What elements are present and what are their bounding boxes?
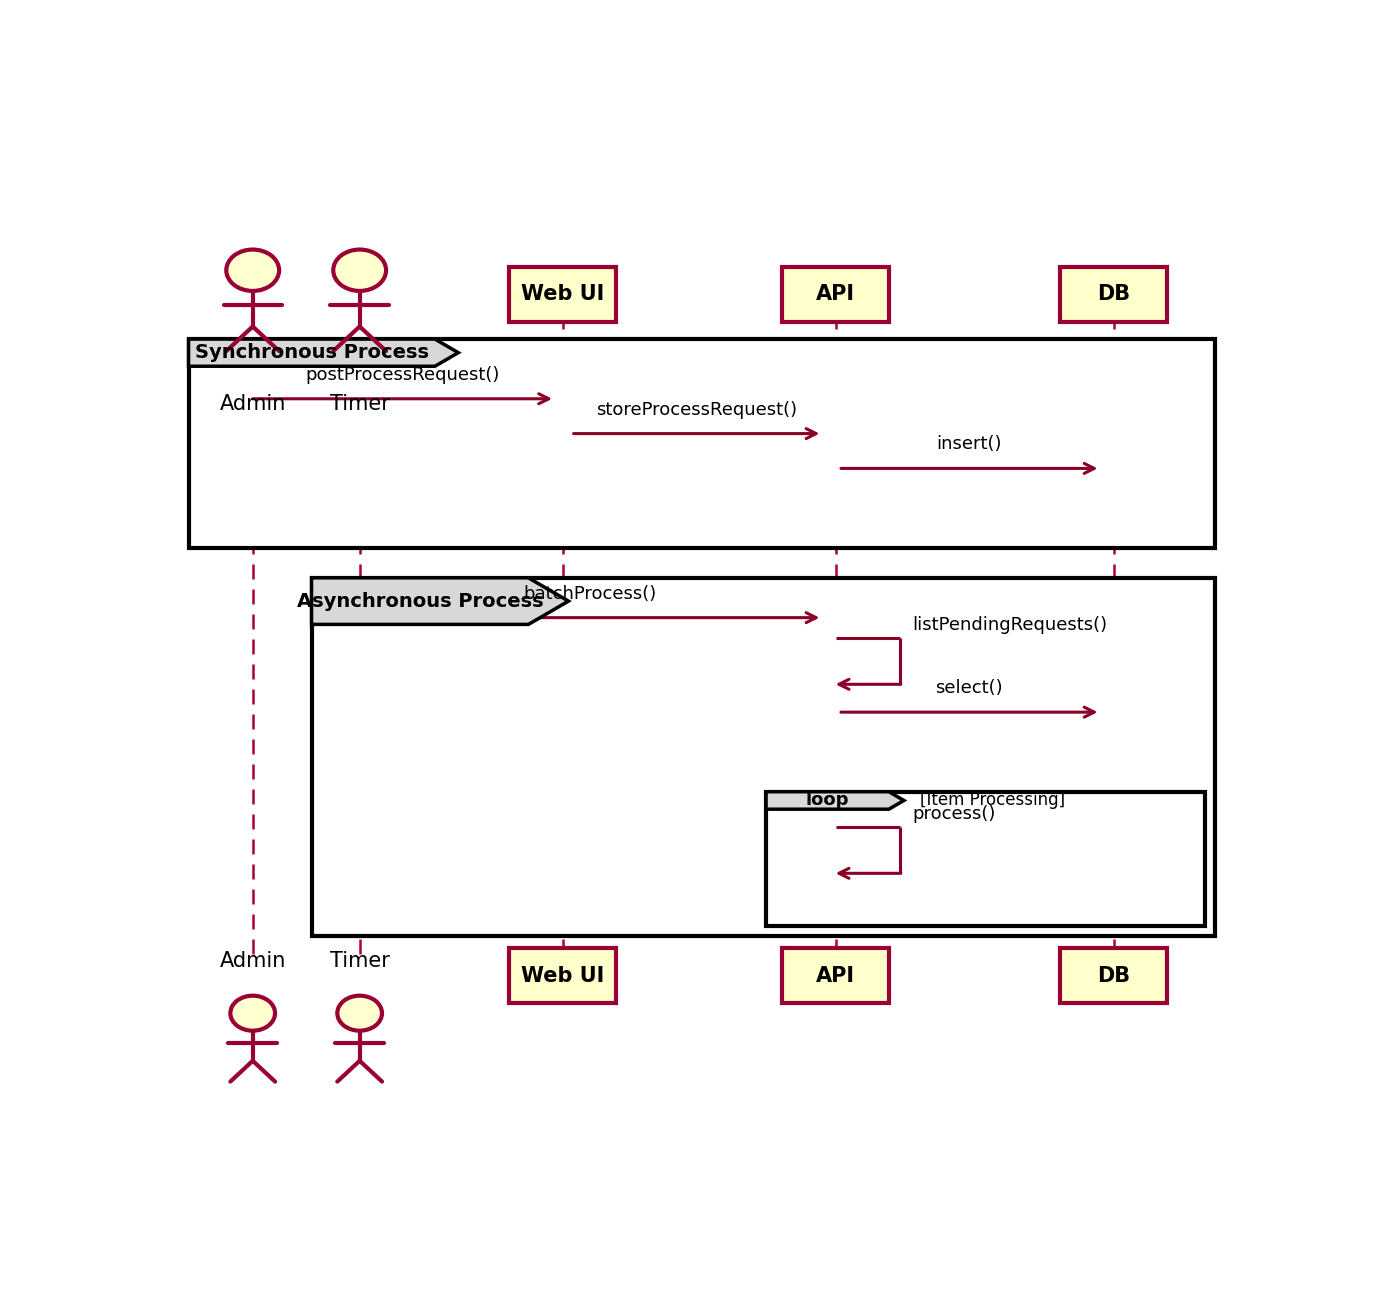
Bar (509, 267, 617, 322)
Ellipse shape (333, 249, 386, 291)
Bar (509, 948, 617, 1003)
Polygon shape (312, 578, 569, 624)
Text: batchProcess(): batchProcess() (523, 585, 657, 602)
Text: insert(): insert() (937, 435, 1002, 453)
Text: Synchronous Process: Synchronous Process (195, 344, 429, 362)
Text: Timer: Timer (330, 394, 389, 413)
Bar (312, 578, 1216, 935)
Bar (1060, 267, 1167, 322)
Ellipse shape (230, 996, 275, 1031)
Ellipse shape (226, 249, 279, 291)
Text: Admin: Admin (219, 394, 286, 413)
Text: DB: DB (1097, 966, 1130, 986)
Text: storeProcessRequest(): storeProcessRequest() (596, 401, 798, 419)
Text: API: API (816, 284, 856, 305)
Text: DB: DB (1097, 284, 1130, 305)
Bar (189, 339, 1216, 548)
Polygon shape (766, 792, 904, 809)
Text: Asynchronous Process: Asynchronous Process (297, 592, 544, 611)
Text: postProcessRequest(): postProcessRequest() (305, 366, 500, 384)
Bar (782, 948, 889, 1003)
Text: Admin: Admin (219, 951, 286, 970)
Text: API: API (816, 966, 856, 986)
Polygon shape (189, 339, 458, 366)
Text: loop: loop (806, 792, 849, 810)
Bar (1060, 948, 1167, 1003)
Text: listPendingRequests(): listPendingRequests() (912, 615, 1108, 633)
Bar (766, 792, 1205, 926)
Text: [Item Processing]: [Item Processing] (920, 792, 1065, 810)
Text: select(): select() (936, 680, 1003, 698)
Text: Timer: Timer (330, 951, 389, 970)
Text: Web UI: Web UI (522, 966, 604, 986)
Bar (782, 267, 889, 322)
Text: Web UI: Web UI (522, 284, 604, 305)
Text: process(): process() (912, 805, 996, 823)
Ellipse shape (337, 996, 382, 1031)
